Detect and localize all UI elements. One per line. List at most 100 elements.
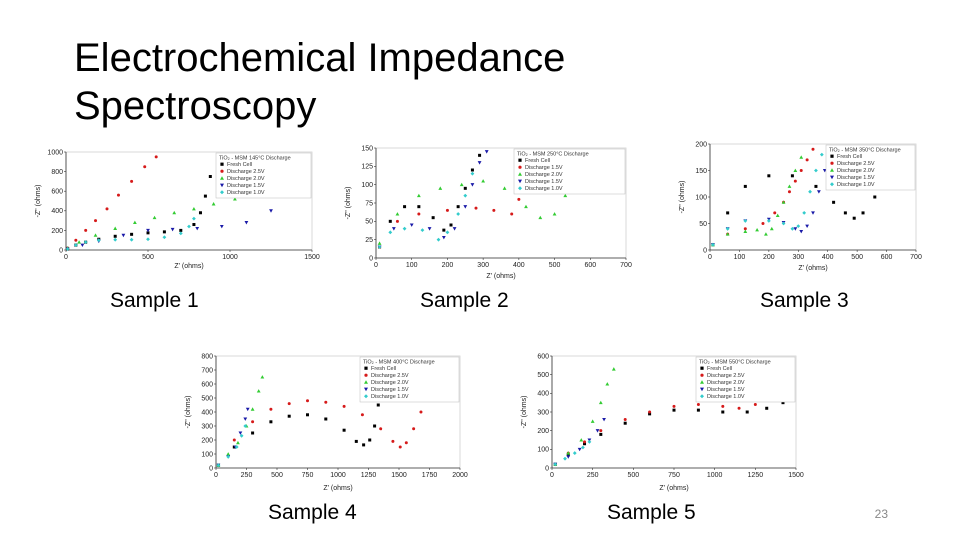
legend-box <box>695 356 796 403</box>
data-point <box>832 200 836 204</box>
slide-title-line-2: Spectroscopy <box>74 84 317 128</box>
data-point <box>269 209 273 213</box>
data-point <box>377 241 382 245</box>
series-2 <box>378 153 535 249</box>
data-point <box>146 231 150 235</box>
data-point <box>74 238 78 242</box>
y-axis-label: -Z" (ohms) <box>345 187 352 220</box>
data-point <box>198 211 202 215</box>
x-tick-label: 300 <box>792 254 804 261</box>
slide-title: Electrochemical Impedance Spectroscopy <box>74 34 674 130</box>
data-point <box>162 235 167 240</box>
data-point <box>391 439 395 443</box>
data-point <box>93 233 98 237</box>
legend-entry: Discharge 1.0V <box>525 186 563 192</box>
data-point <box>623 417 627 421</box>
data-point <box>192 206 196 211</box>
data-point <box>598 400 603 405</box>
y-tick-label: 600 <box>51 189 63 196</box>
y-axis-label: -Z" (ohms) <box>35 185 42 218</box>
y-tick-label: 125 <box>361 164 373 171</box>
data-point <box>767 174 771 178</box>
y-tick-label: 0 <box>703 247 707 254</box>
legend-marker <box>700 394 704 399</box>
x-tick-label: 500 <box>627 472 639 479</box>
data-point <box>146 237 150 242</box>
data-point <box>553 462 558 467</box>
legend-marker <box>364 387 368 392</box>
legend-marker <box>220 176 224 180</box>
data-point <box>113 226 118 230</box>
y-axis-label: -Z" (ohms) <box>521 396 528 429</box>
y-tick-label: 100 <box>361 182 373 189</box>
legend-marker <box>220 183 224 188</box>
series-4 <box>711 147 833 247</box>
x-tick-label: 0 <box>214 472 218 479</box>
x-tick-label: 0 <box>708 254 712 261</box>
legend-title: TiO₂ - MSM 250°C Discharge <box>517 152 589 158</box>
legend-title: TiO₂ - MSM 550°C Discharge <box>699 360 771 366</box>
data-point <box>232 438 236 442</box>
data-point <box>342 428 346 432</box>
data-point <box>517 197 521 201</box>
legend-marker <box>518 158 522 162</box>
data-point <box>342 404 346 408</box>
legend-entry: Discharge 1.5V <box>707 387 745 393</box>
data-point <box>449 223 453 227</box>
data-point <box>388 219 392 223</box>
series-5 <box>711 152 824 247</box>
data-point <box>478 153 482 157</box>
y-tick-label: 500 <box>201 395 213 402</box>
x-tick-label: 1000 <box>330 472 346 479</box>
data-point <box>563 193 568 198</box>
data-point <box>816 190 821 194</box>
y-tick-label: 1000 <box>47 149 63 156</box>
data-point <box>463 193 468 198</box>
x-tick-label: 400 <box>822 254 834 261</box>
data-point <box>83 240 88 245</box>
legend-entry: Discharge 2.0V <box>837 168 875 174</box>
data-point <box>761 222 765 225</box>
data-point <box>170 227 175 232</box>
data-point <box>819 152 824 157</box>
y-tick-label: 200 <box>201 437 213 444</box>
data-point <box>143 165 147 169</box>
data-point <box>852 216 856 220</box>
data-point <box>799 229 804 234</box>
data-point <box>583 440 587 444</box>
data-point <box>226 452 231 456</box>
y-tick-label: 100 <box>537 447 549 454</box>
data-point <box>572 451 577 455</box>
data-point <box>427 227 432 231</box>
data-point <box>239 433 244 438</box>
data-point <box>154 155 158 159</box>
data-point <box>179 228 183 232</box>
data-point <box>269 407 273 411</box>
chart-sample-1: 0 500 1000 1500 0 200 400 600 800 1000 Z' (ohms) -Z… <box>35 149 320 270</box>
series-3 <box>216 375 265 467</box>
x-tick-label: 100 <box>734 254 746 261</box>
y-axis-label: -Z" (ohms) <box>679 181 686 214</box>
data-point <box>132 220 137 225</box>
data-point <box>873 195 877 199</box>
data-point <box>843 211 847 215</box>
legend-box <box>513 148 626 195</box>
x-tick-label: 1500 <box>391 472 407 479</box>
legend-marker <box>700 387 704 392</box>
legend-entry: Discharge 2.5V <box>371 373 409 379</box>
data-point <box>251 420 255 424</box>
legend-marker <box>518 186 522 191</box>
legend-marker <box>220 190 224 195</box>
x-tick-label: 2000 <box>452 472 468 479</box>
data-point <box>822 169 827 173</box>
data-point <box>605 382 610 386</box>
data-point <box>802 211 807 215</box>
x-tick-label: 500 <box>271 472 283 479</box>
data-point <box>470 171 475 176</box>
legend-title: TiO₂ - MSM 145°C Discharge <box>219 156 291 162</box>
data-point <box>755 227 759 232</box>
data-point <box>445 230 450 235</box>
data-point <box>583 442 587 446</box>
data-point <box>566 455 571 459</box>
data-point <box>721 404 725 408</box>
